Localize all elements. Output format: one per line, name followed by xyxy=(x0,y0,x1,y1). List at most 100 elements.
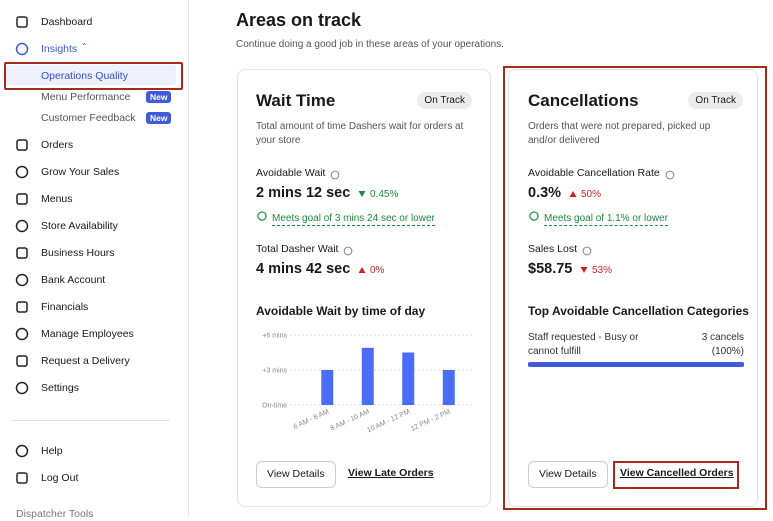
metric-change: 0% xyxy=(370,265,385,276)
icon-shape xyxy=(16,355,28,367)
status-pill: On Track xyxy=(688,92,743,109)
icon xyxy=(16,139,28,151)
active-bg xyxy=(6,65,176,85)
nav-item[interactable]: Help xyxy=(41,445,63,457)
metric-label: Total Dasher Wait xyxy=(256,243,339,255)
icon-shape xyxy=(16,472,28,484)
icon-shape xyxy=(15,444,29,458)
trend-arrow xyxy=(358,191,366,197)
sidebar: Dashboard Insights ⌃ Operations Quality Menu… xyxy=(0,0,189,520)
section-title: Avoidable Wait by time of day xyxy=(256,304,426,318)
highlight-box xyxy=(503,66,767,510)
icon xyxy=(15,165,29,179)
card-description: Orders that were not prepared, picked up… xyxy=(528,121,711,146)
x-tick-label: 8 AM - 10 AM xyxy=(330,408,371,432)
nav-item[interactable]: Operations Quality xyxy=(41,70,128,82)
footer-label: Dispatcher Tools xyxy=(16,508,94,520)
icon xyxy=(529,211,539,221)
bar xyxy=(321,370,334,405)
nav-item[interactable]: Financials xyxy=(41,301,89,313)
category-count: 3 cancels xyxy=(701,332,744,343)
icon-shape xyxy=(15,42,29,56)
button[interactable]: View Details xyxy=(528,461,608,488)
icon-shape xyxy=(15,381,29,395)
metric-value: 4 mins 42 sec xyxy=(256,261,351,277)
trend-shape xyxy=(580,267,588,273)
trend-arrow xyxy=(569,191,577,197)
icon xyxy=(16,16,28,28)
link-button[interactable]: View Late Orders xyxy=(348,467,434,479)
nav-item[interactable]: Log Out xyxy=(41,472,79,484)
nav-item[interactable]: Request a Delivery xyxy=(41,355,130,367)
bar xyxy=(402,352,415,405)
share-bar xyxy=(528,362,744,367)
card-title: Cancellations xyxy=(528,91,639,110)
metric-label: Avoidable Cancellation Rate xyxy=(528,167,660,179)
metric-value: 2 mins 12 sec xyxy=(256,185,351,201)
nav-item[interactable]: Customer Feedback xyxy=(41,112,136,124)
icon-shape xyxy=(257,211,267,221)
icon xyxy=(16,193,28,205)
card-description: Total amount of time Dashers wait for or… xyxy=(256,121,464,146)
nav-item[interactable]: Business Hours xyxy=(41,247,115,259)
icon xyxy=(16,355,28,367)
metric-value: 0.3% xyxy=(528,185,562,201)
icon-shape xyxy=(330,170,340,180)
nav-item[interactable]: Bank Account xyxy=(41,274,106,286)
icon-shape xyxy=(582,246,592,256)
y-tick-label: On-time xyxy=(262,403,287,410)
nav-item[interactable]: Grow Your Sales xyxy=(41,166,120,178)
nav-item[interactable]: Menus xyxy=(41,193,73,205)
button[interactable]: View Details xyxy=(256,461,336,488)
nav-item[interactable]: Settings xyxy=(41,382,79,394)
icon xyxy=(330,170,340,180)
link-button[interactable]: View Cancelled Orders xyxy=(620,467,734,479)
icon xyxy=(15,219,29,233)
badge: New xyxy=(146,112,172,124)
card: Wait Time On Track Total amount of time Da… xyxy=(237,69,491,507)
category-share: (100%) xyxy=(711,346,744,357)
trend-shape xyxy=(569,191,577,197)
icon xyxy=(15,42,29,56)
icon-shape xyxy=(529,211,539,221)
icon xyxy=(15,273,29,287)
icon xyxy=(343,246,353,256)
highlight-box xyxy=(4,62,183,90)
x-tick-label: 12 PM - 2 PM xyxy=(410,408,452,432)
icon-shape xyxy=(16,139,28,151)
icon xyxy=(16,301,28,313)
bar xyxy=(361,347,374,405)
metric-change: 50% xyxy=(581,189,602,200)
page-title: Areas on track xyxy=(236,10,362,30)
metric-change: 53% xyxy=(592,265,613,276)
status-pill: On Track xyxy=(417,92,472,109)
trend-shape xyxy=(358,191,366,197)
card: Cancellations On Track Orders that were no… xyxy=(508,69,758,507)
icon xyxy=(15,381,29,395)
nav-item[interactable]: Store Availability xyxy=(41,220,118,232)
highlight-box xyxy=(613,461,739,489)
nav-item[interactable]: Manage Employees xyxy=(41,328,134,340)
icon-shape xyxy=(16,301,28,313)
x-tick-label: 10 AM - 12 PM xyxy=(366,408,411,434)
metric-value: $58.75 xyxy=(528,261,573,277)
nav-item[interactable]: Dashboard xyxy=(41,16,93,28)
icon-shape xyxy=(15,327,29,341)
y-tick-label: +6 mins xyxy=(262,333,287,340)
card-title: Wait Time xyxy=(256,91,336,110)
category-label: Staff requested - Busy or cannot fulfill xyxy=(528,332,639,357)
badge: New xyxy=(146,91,172,103)
chart: On-time +3 mins +6 mins 6 AM - 8 AM 8 AM - 1… xyxy=(262,333,472,434)
section-title: Top Avoidable Cancellation Categories xyxy=(528,304,749,318)
goal-link[interactable]: Meets goal of 1.1% or lower xyxy=(544,213,668,226)
icon-shape xyxy=(16,16,28,28)
bar xyxy=(442,370,455,405)
nav-item[interactable]: Orders xyxy=(41,139,74,151)
goal-link[interactable]: Meets goal of 3 mins 24 sec or lower xyxy=(272,213,435,226)
metric-label: Sales Lost xyxy=(528,243,578,255)
nav-item[interactable]: Menu Performance xyxy=(41,91,131,103)
icon xyxy=(15,444,29,458)
nav-item[interactable]: Insights xyxy=(41,43,78,55)
icon xyxy=(16,247,28,259)
